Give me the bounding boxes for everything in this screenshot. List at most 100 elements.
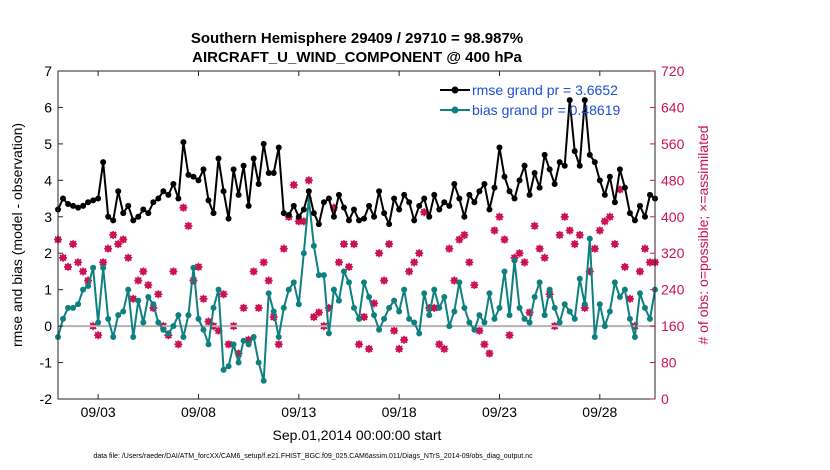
rmse-point [386,221,393,228]
rmse-point [566,97,573,104]
rmse-point [376,188,383,195]
rmse-point [215,155,222,162]
bias-point [240,337,247,344]
rmse-point [406,199,413,206]
obs-count-marker [515,249,524,258]
bias-point [486,290,493,297]
bias-point [330,286,337,293]
rmse-point [140,206,147,213]
bias-point [541,312,548,319]
obs-count-marker [259,258,268,267]
bias-point [135,297,142,304]
obs-count-marker [349,240,358,249]
rmse-point [496,144,503,151]
rmse-point [285,211,292,218]
x-tick-label: 09/03 [81,404,116,420]
obs-count-marker [79,267,88,276]
bias-point [245,341,252,348]
rmse-point [516,177,523,184]
rmse-point [646,191,653,198]
obs-count-marker [410,258,419,267]
x-tick-label: 09/23 [482,404,517,420]
obs-count-marker [365,344,374,353]
bias-point [501,268,508,275]
rmse-point [245,202,252,209]
rmse-point [100,159,107,166]
bias-point [85,283,92,290]
y-tick-label: 5 [44,136,52,152]
bias-point [100,264,107,271]
chart-title: Southern Hemisphere 29409 / 29710 = 98.9… [191,30,523,47]
rmse-point [260,140,267,147]
bias-point [596,301,603,308]
bias-point [150,301,157,308]
bias-point [451,308,458,315]
rmse-point [110,217,117,224]
rmse-point [95,195,102,202]
bias-point [616,293,623,300]
bias-point [476,312,483,319]
obs-count-layer [54,176,659,358]
rmse-point [320,199,327,206]
obs-count-marker [249,267,258,276]
x-axis-label: Sep.01,2014 00:00:00 start [273,427,442,443]
bias-point [335,297,342,304]
bias-point [115,312,122,319]
bias-point [466,319,473,326]
y-right-tick-label: 560 [661,136,685,152]
rmse-point [551,180,558,187]
rmse-point [591,159,598,166]
bias-point [441,293,448,300]
y-right-tick-label: 240 [661,282,685,298]
plot-area: 09/03 09/08 09/13 09/18 09/23 09/28 -2 -1 0 1 2 3 4… [40,63,685,420]
y-axis-label-left: rmse and bias (model - observation) [9,123,25,347]
obs-count-marker [339,240,348,249]
rmse-point [396,206,403,213]
bias-point [611,279,618,286]
obs-count-marker [314,308,323,317]
obs-count-marker [219,290,228,299]
rmse-point [190,173,197,180]
bias-point [446,323,453,330]
rmse-point [371,213,378,220]
x-tick-label: 09/08 [181,404,216,420]
bias-point [366,293,373,300]
rmse-point [601,191,608,198]
bias-point [426,312,433,319]
rmse-point [546,166,553,173]
legend-rmse-marker [451,86,459,94]
bias-point [586,235,593,242]
bias-point [315,272,322,279]
bias-point [601,323,608,330]
obs-count-marker [119,235,128,244]
bias-point [200,326,207,333]
bias-point [140,319,147,326]
obs-count-marker [139,267,148,276]
bias-point [260,377,267,384]
obs-count-marker [460,231,469,239]
obs-count-marker [385,240,394,249]
rmse-point [290,202,297,209]
obs-count-marker [465,258,474,267]
bias-point [581,301,588,308]
bias-point [225,363,232,370]
y-right-tick-label: 720 [661,63,685,79]
obs-count-marker [289,180,298,189]
obs-count-marker [640,244,649,253]
bias-point [396,308,403,315]
rmse-point [451,180,458,187]
rmse-point [586,151,593,158]
rmse-point [70,202,77,209]
obs-count-marker [445,244,454,253]
obs-count-marker [114,240,123,249]
y-right-tick-label: 400 [661,209,685,225]
bias-point [361,279,368,286]
bias-point [491,315,498,322]
obs-count-marker [555,231,564,239]
obs-count-marker [405,267,414,276]
rmse-point [60,195,67,202]
obs-count-marker [520,258,529,267]
obs-count-marker [470,281,479,290]
y-tick-label: 6 [44,99,52,115]
obs-count-marker [264,276,273,285]
